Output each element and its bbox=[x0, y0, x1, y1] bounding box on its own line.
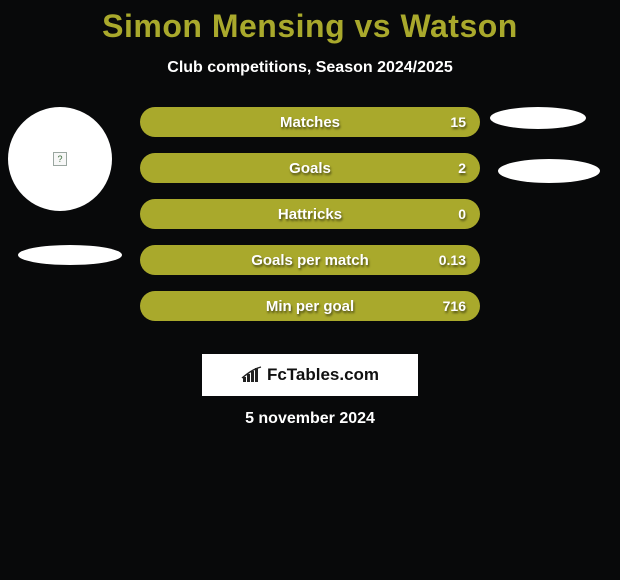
player-left-avatar: ? bbox=[8, 107, 112, 211]
stat-value: 15 bbox=[450, 114, 466, 130]
stat-label: Min per goal bbox=[266, 298, 354, 315]
stat-value: 716 bbox=[443, 298, 466, 314]
subtitle: Club competitions, Season 2024/2025 bbox=[0, 59, 620, 77]
stat-label: Goals bbox=[289, 160, 331, 177]
stat-bar: Matches 15 bbox=[140, 107, 480, 137]
stat-bar: Goals per match 0.13 bbox=[140, 245, 480, 275]
main-area: ? Matches 15 Goals 2 Hattricks 0 Goals per mat… bbox=[0, 107, 620, 337]
brand-chart-icon bbox=[241, 366, 263, 384]
player-right-pedestal-1 bbox=[490, 107, 586, 129]
stat-bars: Matches 15 Goals 2 Hattricks 0 Goals per match… bbox=[140, 107, 480, 337]
stat-value: 0 bbox=[458, 206, 466, 222]
stat-value: 0.13 bbox=[439, 252, 466, 268]
stat-bar: Goals 2 bbox=[140, 153, 480, 183]
stat-label: Hattricks bbox=[278, 206, 342, 223]
stat-label: Goals per match bbox=[251, 252, 369, 269]
stat-value: 2 bbox=[458, 160, 466, 176]
broken-image-icon: ? bbox=[53, 152, 67, 166]
player-left-pedestal bbox=[18, 245, 122, 265]
brand-text: FcTables.com bbox=[267, 365, 379, 385]
player-right-pedestal-2 bbox=[498, 159, 600, 183]
stat-bar: Min per goal 716 bbox=[140, 291, 480, 321]
generated-date: 5 november 2024 bbox=[0, 410, 620, 428]
stat-label: Matches bbox=[280, 114, 340, 131]
brand-badge: FcTables.com bbox=[202, 354, 418, 396]
comparison-card: Simon Mensing vs Watson Club competition… bbox=[0, 0, 620, 580]
stat-bar: Hattricks 0 bbox=[140, 199, 480, 229]
page-title: Simon Mensing vs Watson bbox=[0, 0, 620, 45]
